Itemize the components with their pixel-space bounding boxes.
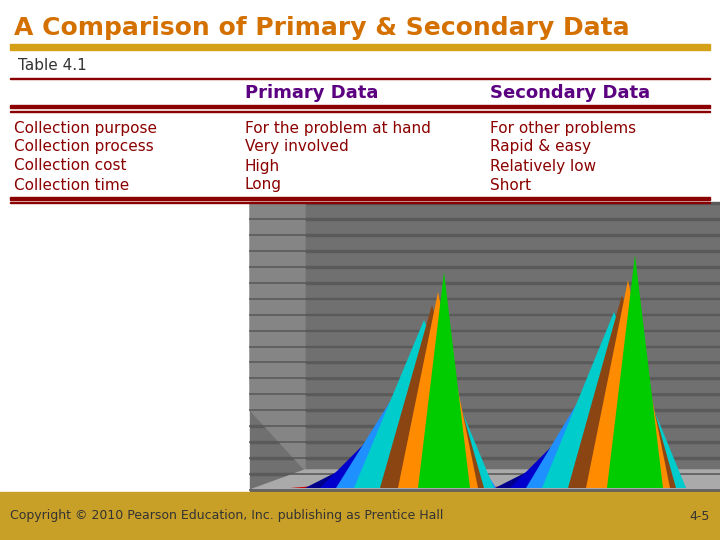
Polygon shape — [607, 255, 663, 488]
Text: High: High — [245, 159, 280, 173]
Bar — [250, 250, 720, 252]
Bar — [250, 441, 720, 443]
Polygon shape — [510, 400, 686, 488]
Bar — [250, 218, 720, 220]
Text: Relatively low: Relatively low — [490, 159, 596, 173]
Bar — [250, 202, 720, 204]
Bar — [250, 266, 720, 268]
Text: Copyright © 2010 Pearson Education, Inc. publishing as Prentice Hall: Copyright © 2010 Pearson Education, Inc.… — [10, 510, 444, 523]
Polygon shape — [380, 305, 484, 488]
Text: For other problems: For other problems — [490, 120, 636, 136]
Bar — [250, 330, 720, 332]
Text: Table 4.1: Table 4.1 — [18, 58, 86, 73]
Polygon shape — [250, 203, 305, 470]
Bar — [250, 346, 720, 347]
Polygon shape — [336, 360, 496, 488]
Bar — [10, 44, 710, 50]
Bar — [10, 78, 710, 79]
Bar — [250, 377, 720, 379]
Text: Secondary Data: Secondary Data — [490, 84, 650, 102]
Text: Long: Long — [245, 178, 282, 192]
Text: Collection cost: Collection cost — [14, 159, 127, 173]
Bar — [250, 457, 720, 459]
Bar — [250, 203, 720, 490]
Bar — [250, 298, 720, 300]
Polygon shape — [305, 440, 495, 488]
Text: For the problem at hand: For the problem at hand — [245, 120, 431, 136]
Text: Collection time: Collection time — [14, 178, 130, 192]
Bar — [250, 489, 720, 491]
Text: Rapid & easy: Rapid & easy — [490, 139, 591, 154]
Bar — [250, 409, 720, 411]
Polygon shape — [320, 400, 496, 488]
Bar — [10, 202, 710, 203]
Polygon shape — [480, 480, 680, 488]
Polygon shape — [354, 320, 494, 488]
Text: A Comparison of Primary & Secondary Data: A Comparison of Primary & Secondary Data — [14, 16, 629, 40]
Polygon shape — [586, 280, 670, 488]
Polygon shape — [568, 295, 676, 488]
Bar — [250, 426, 720, 427]
Bar — [250, 282, 720, 284]
Bar — [250, 314, 720, 315]
Text: Collection purpose: Collection purpose — [14, 120, 157, 136]
Polygon shape — [398, 292, 478, 488]
Bar — [10, 105, 710, 108]
Bar — [250, 234, 720, 235]
Polygon shape — [418, 272, 470, 488]
Bar — [250, 473, 720, 475]
Bar — [250, 362, 720, 363]
Text: Very involved: Very involved — [245, 139, 348, 154]
Polygon shape — [526, 355, 686, 488]
Bar — [0, 492, 720, 540]
Bar — [10, 197, 710, 200]
Bar — [10, 111, 710, 112]
Polygon shape — [290, 480, 490, 488]
Polygon shape — [542, 312, 686, 488]
Text: 4-5: 4-5 — [690, 510, 710, 523]
Text: Short: Short — [490, 178, 531, 192]
Text: Collection process: Collection process — [14, 139, 154, 154]
Polygon shape — [495, 440, 685, 488]
Polygon shape — [250, 470, 720, 490]
Text: Primary Data: Primary Data — [245, 84, 379, 102]
Polygon shape — [305, 203, 720, 490]
Bar — [250, 394, 720, 395]
